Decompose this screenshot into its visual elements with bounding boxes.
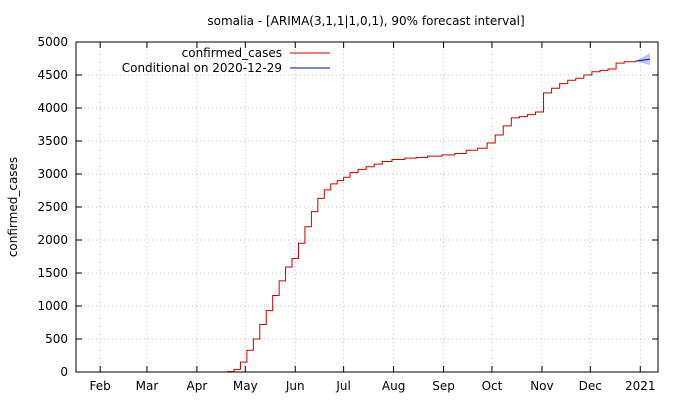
x-tick-label: Aug [382,379,405,393]
x-tick-label: Oct [482,379,503,393]
forecast-band-group [635,53,650,66]
series-line-0 [221,61,636,373]
y-tick-label: 0 [60,365,68,379]
y-axis-label: confirmed_cases [6,157,20,257]
y-tick-label: 4000 [37,101,68,115]
y-tick-label: 1000 [37,299,68,313]
series-line-1 [635,58,651,62]
x-tick-label: Feb [90,379,111,393]
x-tick-label: Mar [136,379,159,393]
y-tick-label: 3500 [37,134,68,148]
y-tick-label: 2000 [37,233,68,247]
y-tick-label: 4500 [37,68,68,82]
forecast-interval-band [635,53,650,66]
x-tick-label: May [233,379,258,393]
legend-label-1: Conditional on 2020-12-29 [122,61,282,75]
axis-ticks: 0 500 1000 1500 2000 2500 3000 3500 4000 4500 5000… [37,35,658,393]
x-tick-label: Sep [432,379,455,393]
x-tick-label: 2021 [625,379,656,393]
y-tick-label: 1500 [37,266,68,280]
x-tick-label: Apr [187,379,208,393]
y-tick-label: 2500 [37,200,68,214]
y-tick-label: 500 [45,332,68,346]
y-tick-label: 5000 [37,35,68,49]
chart-title: somalia - [ARIMA(3,1,1|1,0,1), 90% forec… [207,14,524,28]
grid-lines [76,41,658,373]
x-tick-label: Dec [579,379,602,393]
legend-label-0: confirmed_cases [182,46,282,60]
y-tick-label: 3000 [37,167,68,181]
x-tick-label: Jul [335,379,350,393]
x-tick-label: Jun [285,379,305,393]
x-tick-label: Nov [530,379,553,393]
series-lines [221,58,651,373]
